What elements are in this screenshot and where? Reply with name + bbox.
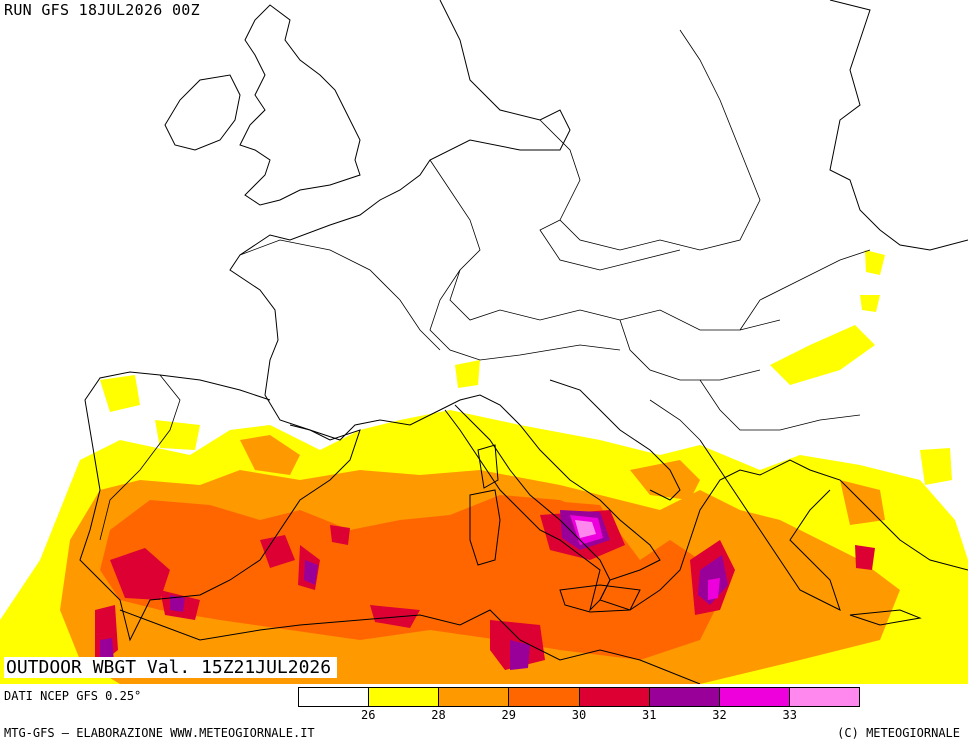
coastlines <box>79 0 968 684</box>
ireland-coast <box>164 74 241 151</box>
corsica-coast <box>477 444 499 489</box>
legend-swatch-5 <box>649 688 720 706</box>
legend-swatch-2 <box>439 688 510 706</box>
sicily-coast <box>559 584 641 613</box>
legend-swatch-6 <box>719 688 790 706</box>
legend-tick-33: 33 <box>782 708 797 722</box>
run-title: RUN GFS 18JUL2026 00Z <box>4 1 200 19</box>
wbgt-fill-33 <box>575 520 596 538</box>
legend-tick-31: 31 <box>642 708 657 722</box>
north-africa-coast <box>119 609 701 684</box>
legend-tick-32: 32 <box>712 708 727 722</box>
crete-coast <box>849 609 922 626</box>
legend-tick-30: 30 <box>571 708 587 722</box>
credits-right: (C) METEOGIORNALE <box>837 726 960 740</box>
legend-tick-28: 28 <box>431 708 446 722</box>
legend-swatch-3 <box>509 688 580 706</box>
iberia-coast <box>79 371 361 642</box>
legend-tick-26: 26 <box>361 708 376 722</box>
great-britain-coast <box>239 4 361 206</box>
credits-left: MTG-GFS — ELABORAZIONE WWW.METEOGIORNALE… <box>4 726 315 740</box>
map-title: OUTDOOR WBGT Val. 15Z21JUL2026 <box>4 657 338 678</box>
italy-coast <box>444 379 681 612</box>
data-source: DATI NCEP GFS 0.25° <box>4 689 142 703</box>
color-legend <box>298 687 860 707</box>
legend-swatch-0 <box>299 688 370 706</box>
legend-swatch-7 <box>789 688 859 706</box>
sardinia-coast <box>469 489 501 566</box>
country-borders <box>99 29 871 541</box>
legend-swatch-1 <box>369 688 440 706</box>
legend-tick-29: 29 <box>501 708 516 722</box>
legend-swatch-4 <box>579 688 650 706</box>
wbgt-map <box>0 0 968 684</box>
greece-coast <box>699 439 841 611</box>
